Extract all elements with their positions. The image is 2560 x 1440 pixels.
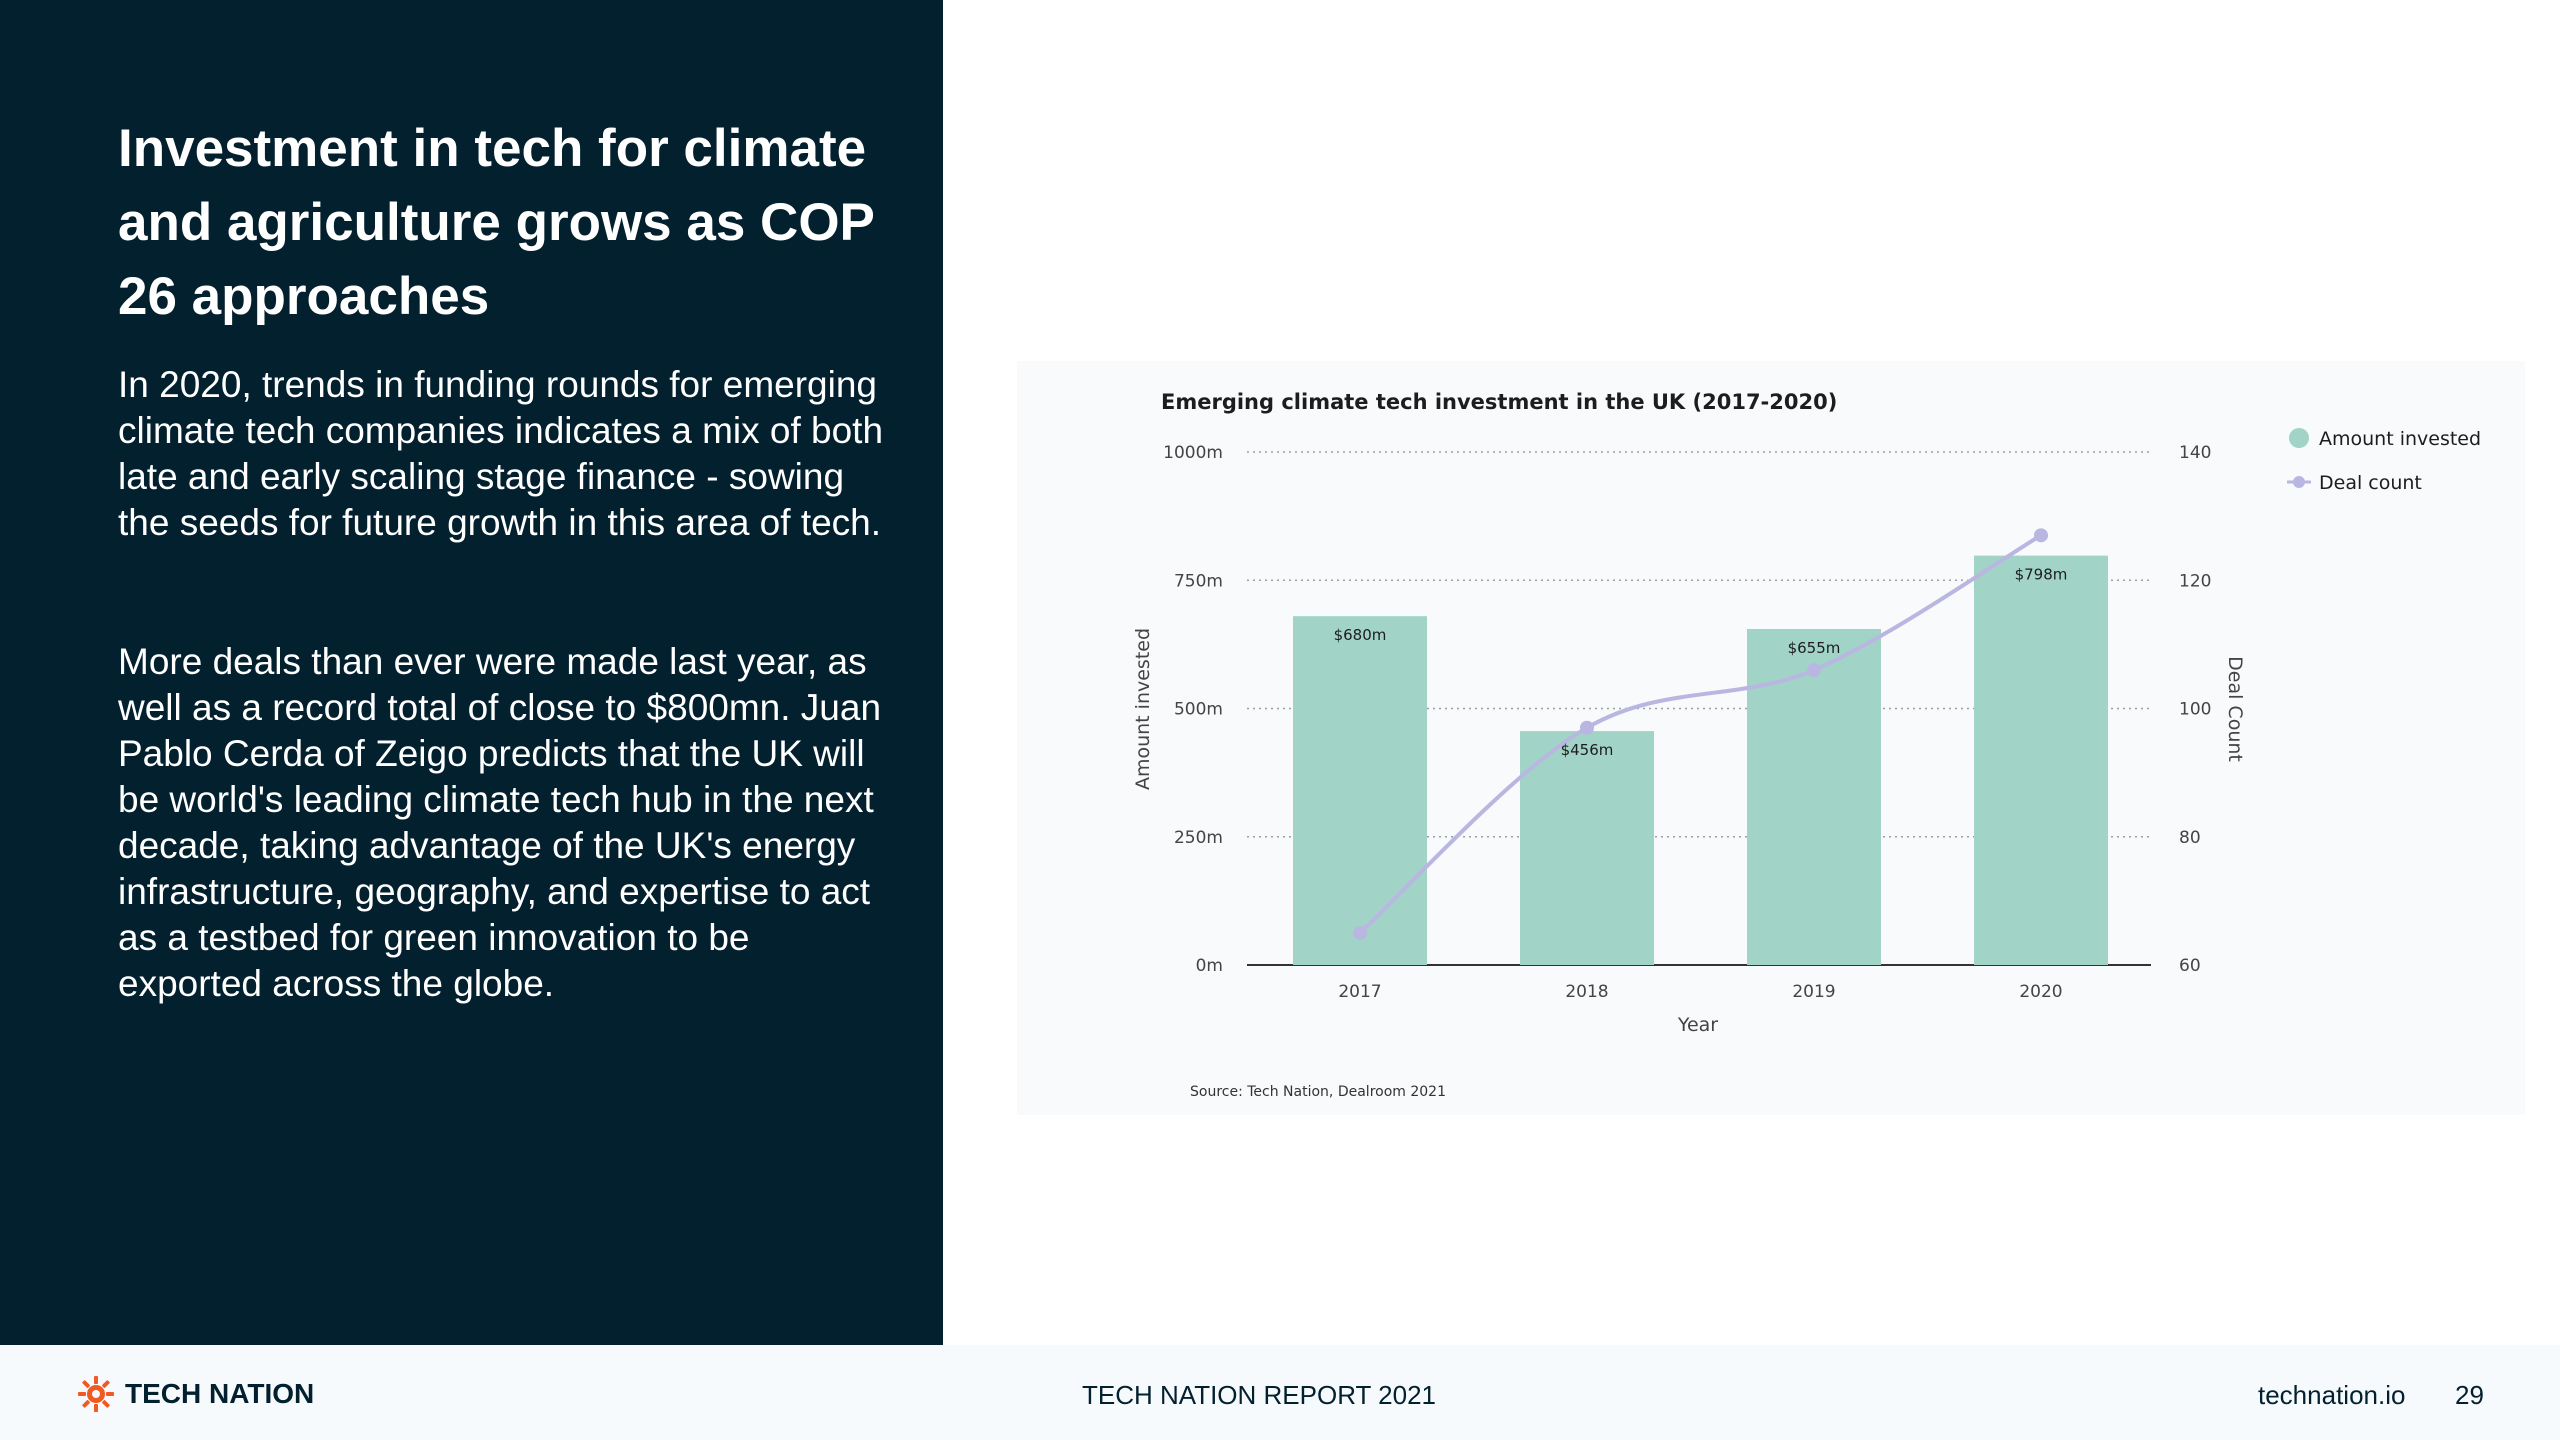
y-tick-label: 500m bbox=[1174, 700, 1223, 720]
deal-count-line bbox=[1358, 533, 2043, 935]
chart-card: Emerging climate tech investment in the … bbox=[1017, 361, 2525, 1115]
deal-count-point bbox=[1580, 720, 1594, 735]
legend-label-deal-count: Deal count bbox=[2319, 472, 2422, 494]
page-number: 29 bbox=[2455, 1380, 2484, 1410]
x-tick-label: 2020 bbox=[2019, 982, 2062, 1002]
y2-axis-label: Deal Count bbox=[2224, 656, 2246, 762]
y-tick-label: 250m bbox=[1174, 828, 1223, 848]
footer-website-link[interactable]: technation.io bbox=[2258, 1380, 2406, 1410]
deal-count-point bbox=[2034, 528, 2048, 543]
bar bbox=[1974, 555, 2108, 965]
paragraph-deals-record: More deals than ever were made last year… bbox=[118, 641, 882, 1004]
bar-value-label: $655m bbox=[1788, 639, 1841, 657]
slide-title: Investment in tech for climate and agric… bbox=[118, 119, 874, 326]
bar-value-label: $680m bbox=[1334, 626, 1387, 644]
y2-tick-label: 100 bbox=[2179, 700, 2211, 720]
y-tick-label: 1000m bbox=[1163, 443, 1223, 463]
bar bbox=[1520, 731, 1654, 965]
y-axis-label: Amount invested bbox=[1132, 628, 1154, 790]
chart-source: Source: Tech Nation, Dealroom 2021 bbox=[1190, 1084, 1446, 1100]
bar bbox=[1293, 616, 1427, 965]
y-tick-label: 0m bbox=[1196, 956, 1223, 976]
x-tick-label: 2017 bbox=[1338, 982, 1381, 1002]
y-tick-label: 750m bbox=[1174, 571, 1223, 591]
bar bbox=[1747, 628, 1881, 965]
y2-axis-ticks: 60 80 100 120 140 bbox=[2179, 443, 2211, 976]
left-panel bbox=[0, 0, 943, 1345]
chart-legend: Amount invested Deal count bbox=[2287, 428, 2481, 494]
deal-count-point bbox=[1807, 663, 1821, 678]
x-axis-label: Year bbox=[1677, 1014, 1718, 1036]
bar-value-label: $798m bbox=[2015, 566, 2068, 584]
line-series-deal-count bbox=[1353, 528, 2048, 940]
footer-report-title: TECH NATION REPORT 2021 bbox=[1082, 1380, 1436, 1410]
y2-tick-label: 120 bbox=[2179, 571, 2211, 591]
legend-label-amount-invested: Amount invested bbox=[2319, 428, 2481, 450]
x-tick-label: 2019 bbox=[1792, 982, 1835, 1002]
y2-tick-label: 80 bbox=[2179, 828, 2201, 848]
chart-title: Emerging climate tech investment in the … bbox=[1161, 390, 1837, 414]
x-axis-ticks: 2017 2018 2019 2020 bbox=[1338, 982, 2062, 1002]
investment-chart: Emerging climate tech investment in the … bbox=[1132, 390, 2481, 1100]
y-axis-ticks: 0m 250m 500m 750m 1000m bbox=[1163, 443, 1223, 976]
footer-bar bbox=[0, 1345, 2560, 1440]
bar-series-amount-invested bbox=[1293, 555, 2108, 965]
footer-brand: TECH NATION bbox=[125, 1378, 315, 1409]
deal-count-point bbox=[1353, 925, 1367, 940]
y2-tick-label: 60 bbox=[2179, 956, 2201, 976]
legend-marker-amount-invested bbox=[2289, 428, 2309, 448]
bar-data-labels: $680m $456m $655m $798m bbox=[1334, 566, 2068, 759]
tech-nation-logo-icon bbox=[78, 1376, 114, 1412]
y2-tick-label: 140 bbox=[2179, 443, 2211, 463]
x-tick-label: 2018 bbox=[1565, 982, 1608, 1002]
paragraph-funding-trends: In 2020, trends in funding rounds for em… bbox=[118, 364, 884, 543]
bar-value-label: $456m bbox=[1561, 741, 1614, 759]
legend-marker-deal-count bbox=[2293, 476, 2305, 488]
